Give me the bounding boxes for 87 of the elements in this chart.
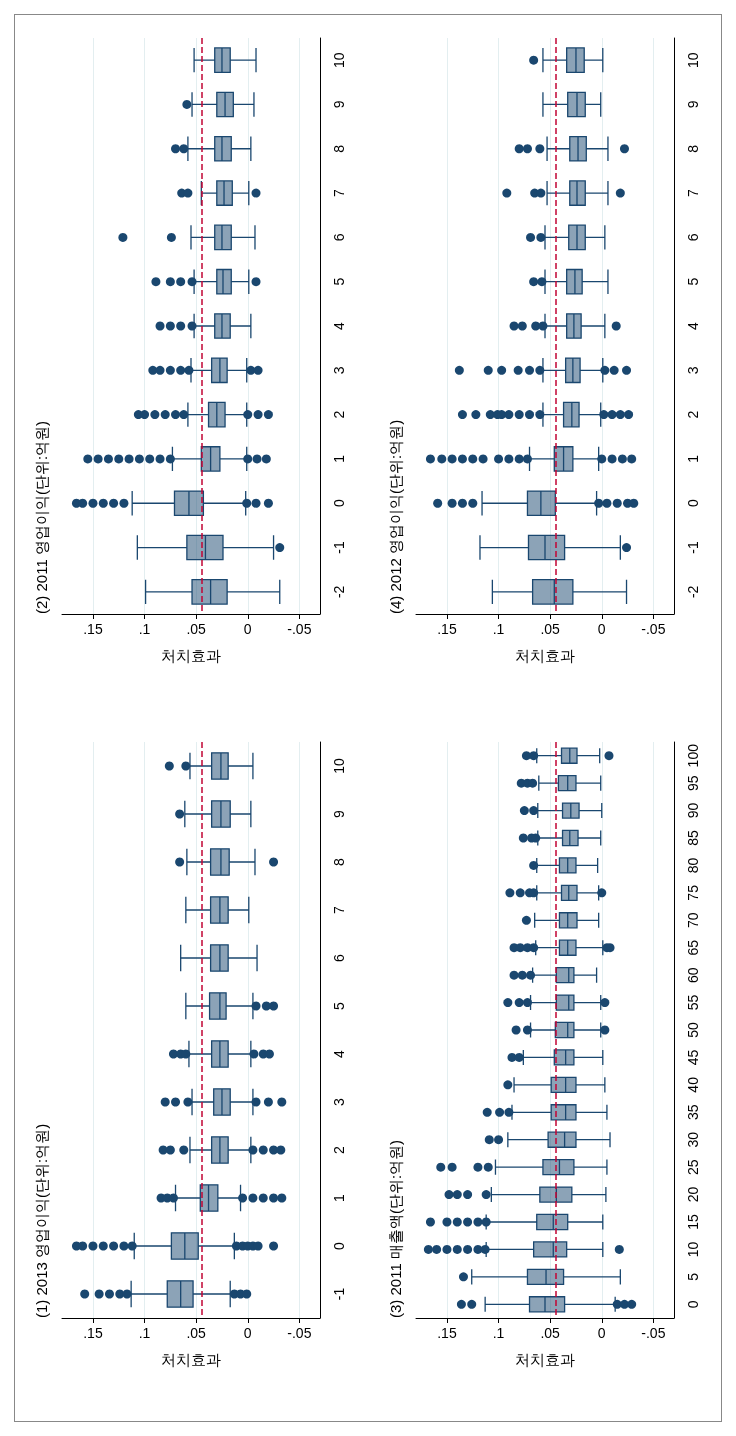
y-tick-label: -2 <box>685 585 701 599</box>
y-tick-label: 5 <box>685 1272 701 1281</box>
x-tick-label: .15 <box>437 1325 457 1341</box>
y-tick-label: 0 <box>685 499 701 508</box>
text: (3) 2011 매출액(단위:억원) <box>387 1139 404 1318</box>
y-tick-label: 70 <box>685 912 701 929</box>
y-tick-label: 35 <box>685 1104 701 1121</box>
y-tick-label: 40 <box>685 1076 701 1093</box>
y-tick-label: 75 <box>685 884 701 901</box>
y-tick-label: 10 <box>685 52 701 68</box>
y-tick-label: 3 <box>685 366 701 375</box>
y-tick-label: -1 <box>331 541 347 554</box>
x-tick-label: .05 <box>186 621 207 637</box>
y-tick-label: 0 <box>331 1241 347 1250</box>
y-tick-label: 1 <box>331 454 347 463</box>
text: (4) 2012 영업이익(단위:억원) <box>387 419 404 614</box>
x-axis-title: 처치효과 <box>515 647 575 664</box>
x-axis-title: 처치효과 <box>515 1351 575 1368</box>
y-tick-label: 7 <box>331 905 347 914</box>
y-tick-label: 10 <box>685 1241 701 1258</box>
y-tick-label: 1 <box>685 454 701 463</box>
y-tick-label: 10 <box>331 758 347 774</box>
y-tick-label: 8 <box>331 144 347 153</box>
y-tick-label: 60 <box>685 967 701 983</box>
y-tick-label: 95 <box>685 775 701 791</box>
y-tick-label: -1 <box>331 1287 347 1301</box>
x-tick-label: .1 <box>138 1325 151 1341</box>
x-tick-label: .05 <box>186 1325 207 1341</box>
x-tick-label: .1 <box>492 1325 505 1341</box>
x-tick-label: .05 <box>540 1325 561 1341</box>
y-tick-label: 3 <box>331 1097 347 1106</box>
y-tick-label: 55 <box>685 994 701 1011</box>
x-tick-label: .15 <box>437 621 457 637</box>
y-tick-label: 30 <box>685 1131 701 1148</box>
y-tick-label: 7 <box>685 188 701 197</box>
y-tick-label: 100 <box>685 743 701 768</box>
y-tick-label: 5 <box>331 1001 347 1010</box>
y-tick-label: 1 <box>331 1193 347 1202</box>
x-tick-label: .1 <box>138 621 151 637</box>
x-tick-label: 0 <box>597 621 606 637</box>
y-tick-label: 5 <box>685 277 701 286</box>
text: (1) 2013 영업이익(단위:억원) <box>33 1123 50 1318</box>
y-tick-label: -2 <box>331 585 347 599</box>
y-tick-label: 3 <box>331 366 347 375</box>
x-tick-label: .1 <box>492 621 505 637</box>
y-tick-label: 20 <box>685 1186 701 1203</box>
y-tick-label: 25 <box>685 1159 701 1175</box>
text: (2) 2011 영업이익(단위:억원) <box>33 420 50 614</box>
y-tick-label: 45 <box>685 1049 701 1066</box>
y-tick-label: 80 <box>685 857 701 874</box>
y-tick-label: 0 <box>331 499 347 508</box>
x-tick-label: 0 <box>597 1325 606 1341</box>
x-tick-label: -.05 <box>287 1325 312 1341</box>
x-tick-label: .15 <box>83 1325 103 1341</box>
y-tick-label: 10 <box>331 52 347 68</box>
y-tick-label: 7 <box>331 188 347 197</box>
y-tick-label: 9 <box>331 809 347 818</box>
y-tick-label: 4 <box>331 321 347 330</box>
y-tick-label: 8 <box>331 857 347 866</box>
y-tick-label: 6 <box>331 953 347 962</box>
y-tick-label: 6 <box>331 233 347 242</box>
x-tick-label: .05 <box>540 621 561 637</box>
x-axis-title: 처치효과 <box>161 1351 221 1368</box>
x-tick-label: -.05 <box>641 621 666 637</box>
x-tick-label: 0 <box>243 621 252 637</box>
x-tick-label: -.05 <box>641 1325 666 1341</box>
y-tick-label: 65 <box>685 939 701 956</box>
y-tick-label: 4 <box>685 321 701 330</box>
y-tick-label: 2 <box>685 410 701 419</box>
y-tick-label: -1 <box>685 541 701 554</box>
y-tick-label: 2 <box>331 410 347 419</box>
x-tick-label: -.05 <box>287 621 312 637</box>
y-tick-label: 2 <box>331 1145 347 1154</box>
y-tick-label: 9 <box>685 100 701 109</box>
y-tick-label: 50 <box>685 1022 701 1038</box>
y-tick-label: 5 <box>331 277 347 286</box>
y-tick-label: 8 <box>685 144 701 153</box>
x-axis-title: 처치효과 <box>161 647 221 664</box>
x-tick-label: 0 <box>243 1325 252 1341</box>
y-tick-label: 9 <box>331 100 347 109</box>
y-tick-label: 15 <box>685 1214 701 1230</box>
y-tick-label: 0 <box>685 1300 701 1309</box>
x-tick-label: .15 <box>83 621 103 637</box>
y-tick-label: 85 <box>685 830 701 846</box>
y-tick-label: 6 <box>685 233 701 242</box>
y-tick-label: 90 <box>685 802 701 819</box>
y-tick-label: 4 <box>331 1049 347 1058</box>
